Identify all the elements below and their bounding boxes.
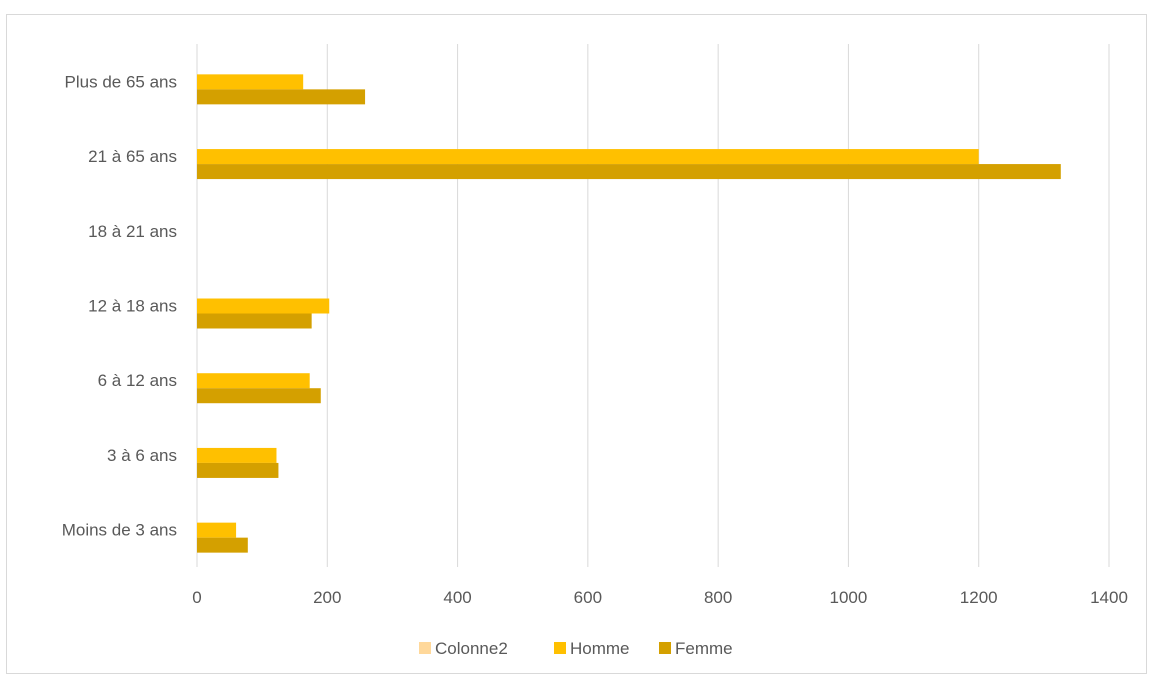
category-label-12-a-18-ans: 12 à 18 ans	[88, 297, 177, 316]
bars	[197, 74, 1061, 553]
bar-homme-12-a-18-ans	[197, 298, 330, 314]
value-tick-labels: 0 200 400 600 800 1000 1200 1400	[192, 588, 1128, 607]
category-label-18-a-21-ans: 18 à 21 ans	[88, 222, 177, 241]
legend: Colonne2 Homme Femme	[419, 639, 733, 658]
category-label-3-a-6-ans: 3 à 6 ans	[107, 446, 177, 465]
category-label-moins-de-3-ans: Moins de 3 ans	[62, 521, 177, 540]
x-tick-label-0: 0	[192, 588, 201, 607]
category-label-21-a-65-ans: 21 à 65 ans	[88, 147, 177, 166]
x-tick-label-600: 600	[574, 588, 602, 607]
bar-homme-21-a-65-ans	[197, 149, 979, 165]
x-tick-label-800: 800	[704, 588, 732, 607]
bar-femme-plus-de-65-ans	[197, 89, 366, 105]
legend-label-homme: Homme	[570, 639, 630, 658]
x-tick-label-400: 400	[443, 588, 471, 607]
bar-homme-moins-de-3-ans	[197, 522, 237, 538]
x-tick-label-1400: 1400	[1090, 588, 1128, 607]
category-labels: Moins de 3 ans 3 à 6 ans 6 à 12 ans 12 à 18…	[62, 72, 177, 539]
category-label-plus-de-65-ans: Plus de 65 ans	[65, 72, 177, 91]
gridlines	[196, 44, 1110, 567]
x-tick-label-1000: 1000	[830, 588, 868, 607]
bar-femme-3-a-6-ans	[197, 462, 279, 478]
bar-femme-21-a-65-ans	[197, 164, 1061, 180]
legend-swatch-homme	[554, 642, 566, 654]
legend-swatch-colonne2	[419, 642, 431, 654]
bar-homme-plus-de-65-ans	[197, 74, 304, 90]
bar-homme-6-a-12-ans	[197, 373, 310, 389]
legend-label-femme: Femme	[675, 639, 733, 658]
legend-label-colonne2: Colonne2	[435, 639, 508, 658]
bar-femme-12-a-18-ans	[197, 313, 312, 329]
bar-homme-3-a-6-ans	[197, 447, 277, 463]
bar-femme-moins-de-3-ans	[197, 537, 248, 553]
x-tick-label-1200: 1200	[960, 588, 998, 607]
bar-femme-6-a-12-ans	[197, 388, 321, 404]
legend-swatch-femme	[659, 642, 671, 654]
x-tick-label-200: 200	[313, 588, 341, 607]
category-label-6-a-12-ans: 6 à 12 ans	[98, 371, 177, 390]
chart-frame	[6, 14, 1147, 674]
